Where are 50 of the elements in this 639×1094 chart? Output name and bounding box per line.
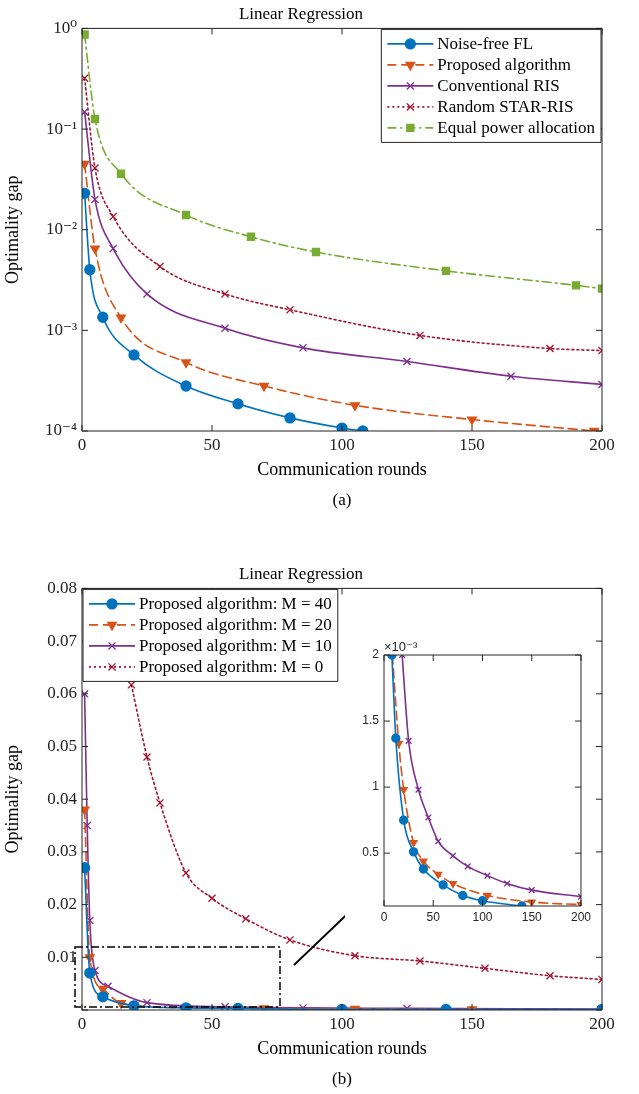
text: (a) — [332, 489, 352, 509]
chart-title: Linear Regression — [238, 563, 364, 583]
y-tick-label: 0.06 — [47, 683, 77, 703]
y-tick-label: 2 — [372, 647, 380, 662]
x-tick-label: 150 — [459, 434, 485, 454]
x-tick-label: 50 — [426, 909, 441, 924]
y-tick-label: 10⁻⁴ — [45, 420, 78, 440]
y-tick-label: 10⁻³ — [45, 319, 77, 339]
y-tick-label: 0.07 — [47, 630, 78, 650]
annotation: ×10⁻³ — [384, 639, 418, 655]
x-tick-label: 50 — [203, 434, 221, 454]
text: (b) — [332, 1068, 352, 1088]
x-tick-label: 100 — [329, 434, 355, 454]
y-tick-label: 1.5 — [362, 713, 380, 728]
legend-label: Proposed algorithm: M = 40 — [139, 594, 332, 614]
y-axis-title: Optimality gap — [1, 744, 22, 854]
y-tick-label: 10⁻¹ — [45, 118, 77, 138]
legend-label: Proposed algorithm: M = 10 — [139, 636, 332, 656]
x-tick-label: 200 — [589, 434, 615, 454]
x-tick-label: 0 — [380, 909, 388, 924]
y-tick-label: 0.04 — [47, 788, 78, 808]
x-tick-label: 0 — [77, 1013, 87, 1033]
legend-label: Proposed algorithm: M = 20 — [139, 615, 332, 635]
y-tick-label: 1 — [372, 779, 380, 794]
y-tick-label: 0.5 — [362, 845, 380, 860]
y-tick-label: 10⁻² — [45, 219, 77, 239]
x-tick-label: 150 — [521, 909, 543, 924]
x-axis-title: Communication rounds — [257, 458, 427, 479]
x-tick-label: 0 — [77, 434, 87, 454]
y-tick-label: 0.01 — [47, 946, 77, 966]
x-tick-label: 200 — [589, 1013, 615, 1033]
y-tick-label: 0.08 — [47, 577, 77, 597]
x-tick-label: 100 — [472, 909, 493, 924]
chart-title: Linear Regression — [238, 3, 364, 23]
x-tick-label: 50 — [203, 1013, 221, 1033]
y-tick-label: 0.05 — [47, 735, 77, 755]
y-tick-label: 0.03 — [47, 841, 77, 861]
y-tick-label: 0.02 — [47, 894, 77, 914]
legend-label: Noise-free FL — [437, 34, 534, 54]
y-tick-label: 10⁰ — [53, 17, 78, 37]
legend-label: Random STAR-RIS — [437, 97, 574, 117]
legend-label: Conventional RIS — [437, 76, 560, 96]
x-tick-label: 150 — [459, 1013, 485, 1033]
legend-label: Proposed algorithm — [437, 55, 571, 75]
x-tick-label: 100 — [329, 1013, 355, 1033]
legend-label: Proposed algorithm: M = 0 — [139, 657, 324, 677]
x-axis-title: Communication rounds — [257, 1037, 427, 1058]
x-tick-label: 200 — [570, 909, 592, 924]
y-axis-title: Optimality gap — [1, 175, 22, 284]
legend-label: Equal power allocation — [437, 118, 596, 138]
